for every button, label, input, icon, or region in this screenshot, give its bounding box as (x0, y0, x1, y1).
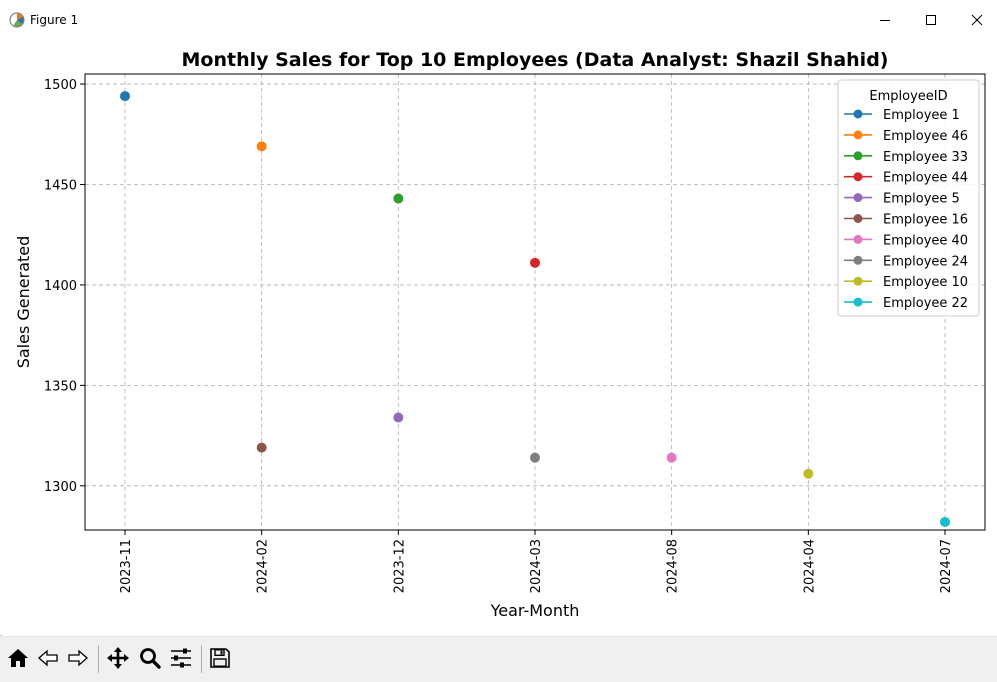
title-bar: Figure 1 (0, 0, 997, 40)
x-tick-label: 2024-07 (939, 539, 954, 593)
legend-label: Employee 22 (883, 296, 968, 311)
data-point (393, 193, 404, 204)
x-tick-label: 2024-08 (666, 539, 681, 593)
y-tick-label: 1350 (44, 379, 77, 394)
window-title: Figure 1 (30, 13, 79, 27)
sliders-icon (171, 648, 191, 668)
y-tick-label: 1500 (44, 78, 77, 93)
legend-marker (853, 214, 863, 223)
data-point (940, 516, 950, 527)
legend-marker (853, 234, 863, 244)
legend-marker (853, 276, 863, 286)
legend-label: Employee 16 (883, 213, 968, 228)
x-tick-label: 2024-02 (256, 539, 271, 593)
magnifier-icon (140, 648, 161, 669)
chart-title: Monthly Sales for Top 10 Employees (Data… (182, 49, 889, 71)
data-point (803, 468, 814, 479)
legend-label: Employee 33 (883, 150, 968, 165)
data-point (530, 257, 540, 268)
legend-label: Employee 46 (883, 129, 968, 144)
zoom-button[interactable] (135, 643, 165, 673)
legend: EmployeeID Employee 1 Employee 46 Employee … (837, 79, 980, 317)
navigation-toolbar (0, 636, 997, 682)
forward-button[interactable] (63, 643, 93, 673)
data-points (120, 91, 950, 527)
legend-marker (853, 255, 863, 265)
move-icon (107, 647, 129, 669)
y-tick-label: 1450 (44, 178, 77, 193)
legend-marker (853, 130, 863, 140)
data-point (256, 442, 267, 453)
toolbar-separator (98, 645, 99, 673)
data-point (530, 452, 540, 463)
chart: Monthly Sales for Top 10 Employees (Data… (14, 49, 986, 620)
legend-label: Employee 24 (883, 254, 968, 269)
home-button[interactable] (3, 643, 33, 673)
x-axis: 2023-11 2024-02 2023-12 2024-03 2024-08 2024-… (119, 530, 954, 593)
pan-button[interactable] (103, 643, 133, 673)
minimize-icon (880, 20, 890, 21)
maximize-icon (926, 15, 936, 25)
legend-label: Employee 5 (883, 192, 960, 207)
toolbar-separator (201, 645, 202, 673)
minimize-button[interactable] (862, 6, 908, 34)
close-button[interactable] (954, 6, 997, 34)
legend-label: Employee 40 (883, 233, 968, 248)
y-axis: 1300 1350 1400 1450 1500 (44, 78, 85, 495)
y-tick-label: 1300 (44, 480, 77, 495)
y-axis-label: Sales Generated (14, 236, 33, 369)
legend-box (837, 79, 980, 317)
home-icon (8, 649, 28, 667)
close-icon (971, 14, 983, 26)
back-button[interactable] (33, 643, 63, 673)
legend-marker (853, 297, 863, 307)
data-point (256, 141, 267, 152)
x-tick-label: 2024-04 (802, 539, 817, 593)
data-point (666, 452, 677, 463)
arrow-left-icon (38, 649, 58, 667)
maximize-button[interactable] (908, 6, 954, 34)
x-tick-label: 2023-12 (392, 539, 407, 593)
arrow-right-icon (68, 649, 88, 667)
legend-label: Employee 10 (883, 275, 968, 290)
legend-marker (853, 109, 863, 119)
x-axis-label: Year-Month (490, 601, 580, 620)
legend-marker (853, 193, 863, 203)
floppy-disk-icon (210, 648, 230, 668)
legend-title: EmployeeID (869, 89, 947, 104)
data-point (120, 91, 130, 102)
configure-subplots-button[interactable] (166, 643, 196, 673)
y-tick-label: 1400 (44, 279, 77, 294)
figure-canvas[interactable]: Monthly Sales for Top 10 Employees (Data… (0, 40, 997, 635)
x-tick-label: 2023-11 (119, 539, 134, 593)
legend-label: Employee 1 (883, 108, 960, 123)
data-point (393, 412, 404, 423)
legend-marker (853, 151, 863, 161)
x-tick-label: 2024-03 (529, 539, 544, 593)
app-icon (9, 12, 25, 28)
legend-marker (853, 172, 863, 182)
save-button[interactable] (205, 643, 235, 673)
legend-label: Employee 44 (883, 171, 968, 186)
